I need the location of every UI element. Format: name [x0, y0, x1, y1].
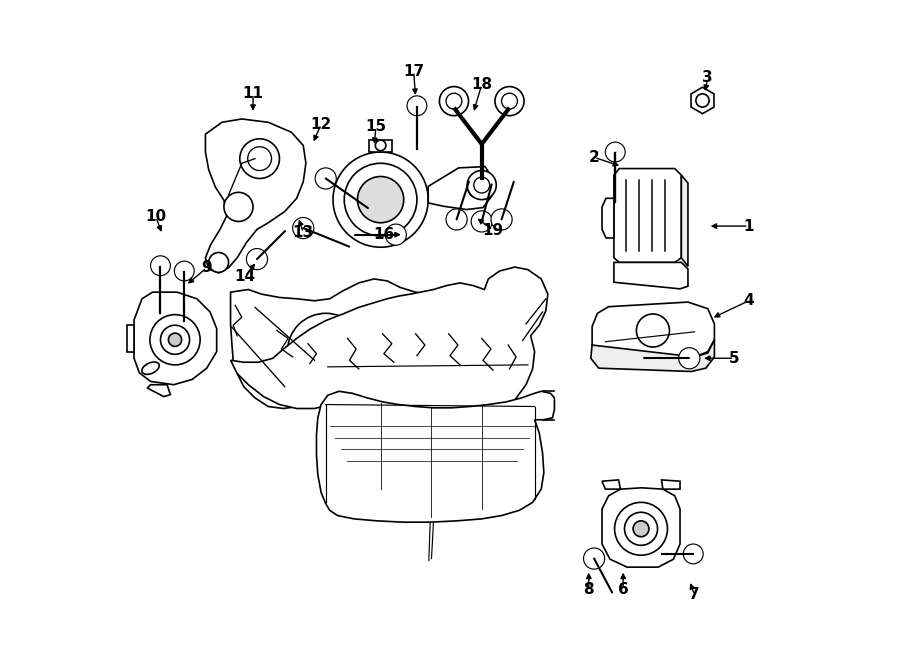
- Polygon shape: [230, 267, 548, 420]
- Polygon shape: [428, 167, 491, 210]
- Circle shape: [495, 87, 524, 116]
- Circle shape: [209, 253, 229, 272]
- Text: 1: 1: [743, 219, 754, 233]
- Circle shape: [501, 93, 518, 109]
- Polygon shape: [662, 480, 680, 489]
- Circle shape: [473, 177, 490, 193]
- Text: 7: 7: [689, 588, 700, 602]
- Circle shape: [168, 333, 182, 346]
- Text: 4: 4: [743, 293, 754, 308]
- Circle shape: [633, 521, 649, 537]
- Polygon shape: [250, 251, 264, 267]
- Circle shape: [583, 548, 605, 569]
- Polygon shape: [450, 212, 464, 227]
- Text: 16: 16: [374, 227, 394, 242]
- Circle shape: [625, 512, 658, 545]
- Polygon shape: [134, 292, 217, 385]
- Circle shape: [385, 224, 407, 245]
- Polygon shape: [602, 198, 614, 238]
- Circle shape: [247, 249, 267, 270]
- Text: 11: 11: [242, 87, 264, 101]
- Text: 9: 9: [202, 260, 212, 275]
- Polygon shape: [128, 325, 134, 352]
- Text: 6: 6: [617, 582, 628, 597]
- Circle shape: [446, 209, 467, 230]
- Circle shape: [150, 256, 170, 276]
- Polygon shape: [687, 547, 699, 561]
- Circle shape: [239, 139, 280, 178]
- Polygon shape: [614, 262, 688, 289]
- Circle shape: [679, 348, 700, 369]
- Text: 19: 19: [482, 223, 503, 237]
- Circle shape: [683, 544, 703, 564]
- Circle shape: [615, 502, 668, 555]
- Polygon shape: [410, 98, 423, 113]
- Polygon shape: [602, 488, 680, 567]
- Text: 12: 12: [310, 117, 332, 132]
- Polygon shape: [178, 264, 191, 278]
- Text: 17: 17: [403, 64, 424, 79]
- Circle shape: [160, 325, 190, 354]
- Text: 18: 18: [472, 77, 492, 92]
- Polygon shape: [317, 391, 554, 522]
- Circle shape: [439, 87, 469, 116]
- Polygon shape: [475, 214, 489, 229]
- Polygon shape: [319, 171, 333, 186]
- Circle shape: [357, 176, 404, 223]
- Polygon shape: [296, 220, 310, 236]
- Circle shape: [175, 261, 194, 281]
- Polygon shape: [602, 480, 620, 489]
- Circle shape: [606, 142, 626, 162]
- Circle shape: [491, 209, 512, 230]
- Polygon shape: [369, 140, 392, 152]
- Circle shape: [407, 96, 427, 116]
- Circle shape: [696, 94, 709, 107]
- Circle shape: [472, 211, 492, 232]
- Text: 10: 10: [145, 210, 166, 224]
- Circle shape: [375, 140, 386, 151]
- Polygon shape: [681, 175, 688, 266]
- Circle shape: [224, 192, 253, 221]
- Circle shape: [467, 171, 496, 200]
- Ellipse shape: [142, 362, 159, 374]
- Circle shape: [446, 93, 462, 109]
- Polygon shape: [205, 119, 306, 273]
- Polygon shape: [230, 279, 523, 411]
- Circle shape: [302, 329, 349, 375]
- Circle shape: [150, 315, 200, 365]
- Text: 14: 14: [235, 269, 256, 284]
- Polygon shape: [495, 212, 508, 227]
- Circle shape: [468, 177, 489, 198]
- Text: 15: 15: [365, 120, 386, 134]
- Circle shape: [333, 152, 428, 247]
- Text: 3: 3: [703, 71, 713, 85]
- Circle shape: [287, 313, 365, 390]
- Circle shape: [248, 147, 272, 171]
- Polygon shape: [590, 340, 715, 371]
- Circle shape: [636, 314, 670, 347]
- Circle shape: [344, 163, 417, 236]
- Circle shape: [315, 168, 337, 189]
- Polygon shape: [691, 87, 714, 114]
- Text: 2: 2: [589, 150, 599, 165]
- Polygon shape: [148, 385, 170, 397]
- Polygon shape: [389, 227, 402, 243]
- Polygon shape: [154, 258, 166, 273]
- Text: 13: 13: [292, 225, 314, 240]
- Circle shape: [292, 217, 314, 239]
- Polygon shape: [614, 169, 681, 262]
- Polygon shape: [587, 551, 601, 566]
- Text: 8: 8: [583, 582, 594, 597]
- Polygon shape: [609, 145, 622, 159]
- Polygon shape: [682, 350, 697, 366]
- Text: 5: 5: [729, 351, 740, 366]
- Polygon shape: [592, 302, 715, 357]
